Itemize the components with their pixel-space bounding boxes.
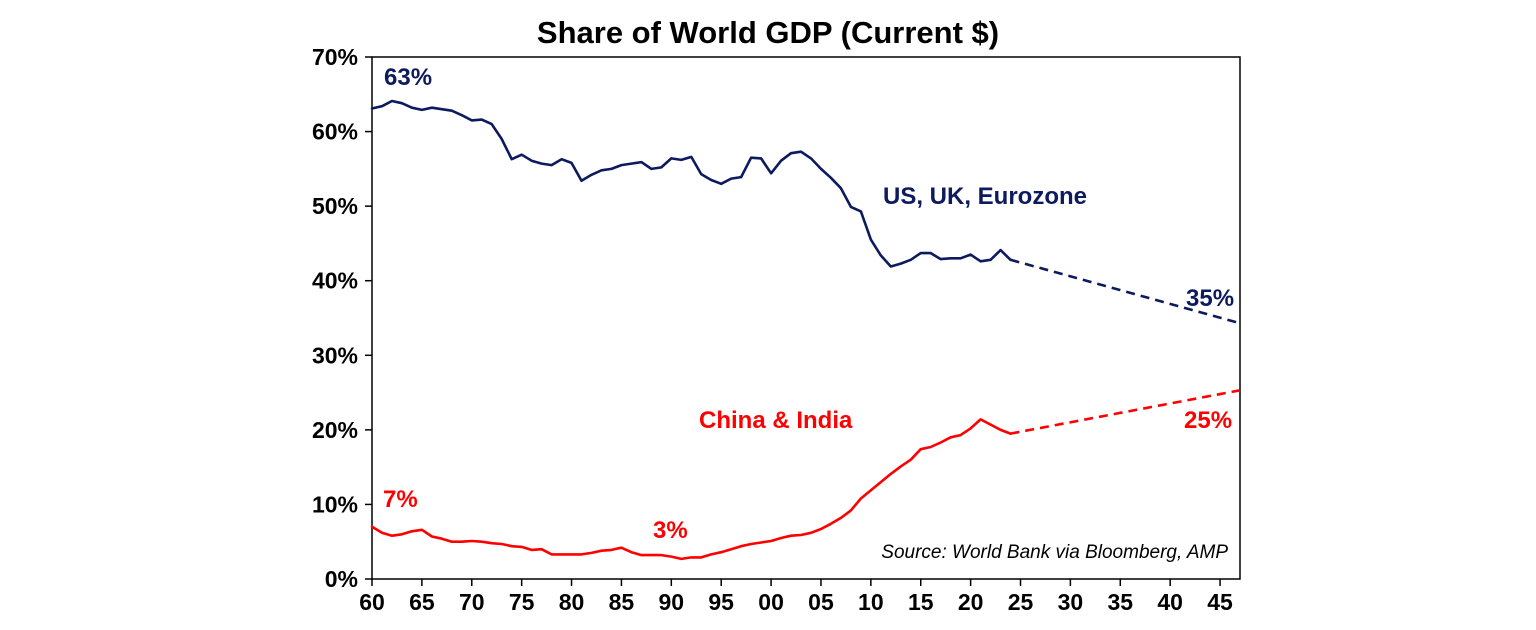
- x-tick-label: 90: [659, 589, 685, 615]
- x-tick-label: 15: [908, 589, 934, 615]
- y-tick-label: 40%: [312, 268, 358, 294]
- x-tick-label: 85: [609, 589, 635, 615]
- x-tick-label: 45: [1207, 589, 1233, 615]
- chart-title: Share of World GDP (Current $): [537, 15, 999, 50]
- series-layer: [370, 99, 1241, 561]
- x-tick-label: 75: [509, 589, 535, 615]
- x-tick-label: 30: [1058, 589, 1084, 615]
- annotation-us-uk-eurozone: US, UK, Eurozone: [883, 183, 1087, 210]
- x-tick-label: 60: [359, 589, 385, 615]
- series-line-china-india-forecast: [1010, 389, 1241, 435]
- x-tick-label: 65: [409, 589, 435, 615]
- x-tick-label: 70: [459, 589, 485, 615]
- x-axis: 60 65 70 75 80 85 90 95 00 05 10 15 20 25 30 35 40 45: [359, 579, 1233, 615]
- y-axis: 0% 10% 20% 30% 40% 50% 60% 70%: [312, 44, 372, 592]
- x-tick-label: 40: [1157, 589, 1183, 615]
- annotation-3pct: 3%: [653, 517, 688, 544]
- x-tick-label: 35: [1107, 589, 1133, 615]
- x-tick-label: 10: [858, 589, 884, 615]
- plot-area: [371, 56, 1241, 580]
- series-line-us-uk-eurozone-forecast: [1010, 258, 1241, 325]
- annotation-7pct: 7%: [383, 486, 418, 513]
- y-tick-label: 20%: [312, 417, 358, 443]
- y-tick-label: 60%: [312, 119, 358, 145]
- x-tick-label: 25: [1008, 589, 1034, 615]
- x-tick-label: 80: [559, 589, 585, 615]
- x-tick-label: 20: [958, 589, 984, 615]
- x-tick-label: 95: [708, 589, 734, 615]
- annotation-35pct: 35%: [1186, 285, 1234, 312]
- annotation-63pct: 63%: [384, 64, 432, 91]
- y-tick-label: 70%: [312, 44, 358, 70]
- annotation-25pct: 25%: [1184, 407, 1232, 434]
- source-note: Source: World Bank via Bloomberg, AMP: [881, 542, 1228, 563]
- annotation-china-india: China & India: [699, 407, 853, 434]
- y-tick-label: 30%: [312, 342, 358, 368]
- x-tick-label: 00: [758, 589, 784, 615]
- y-tick-label: 0%: [325, 566, 358, 592]
- series-line-china-india: [370, 418, 1012, 561]
- y-tick-label: 10%: [312, 491, 358, 517]
- y-tick-label: 50%: [312, 193, 358, 219]
- x-tick-label: 05: [808, 589, 834, 615]
- series-line-us-uk-eurozone: [370, 99, 1012, 268]
